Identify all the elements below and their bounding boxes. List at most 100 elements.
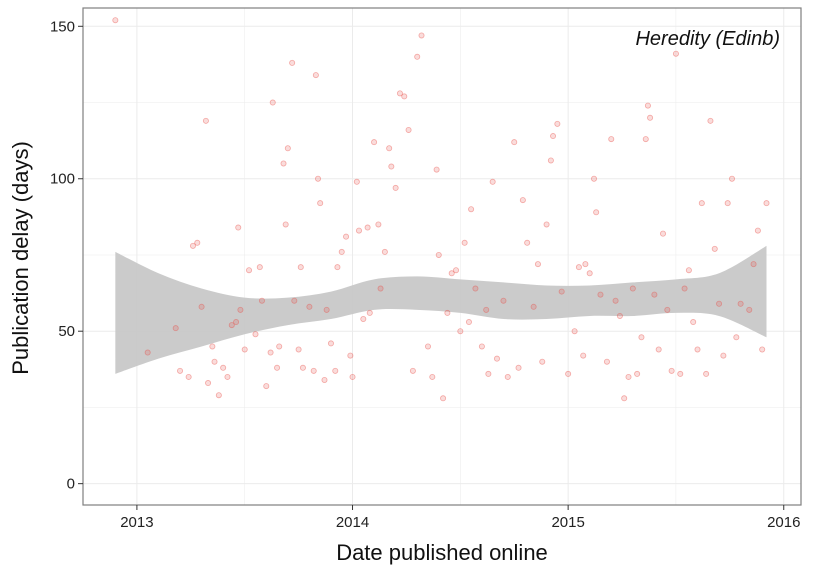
data-points <box>112 17 770 402</box>
y-axis-ticks: 0 50 100 150 <box>50 18 83 493</box>
data-point <box>252 331 259 338</box>
data-point <box>241 346 248 353</box>
data-point <box>530 303 537 310</box>
data-point <box>511 139 518 146</box>
panel-background <box>83 8 801 505</box>
data-point <box>558 288 565 295</box>
data-point <box>703 370 710 377</box>
data-point <box>215 392 222 399</box>
data-point <box>651 291 658 298</box>
data-point <box>284 145 291 152</box>
grid-lines <box>83 8 801 505</box>
data-point <box>698 200 705 207</box>
data-point <box>465 319 472 326</box>
data-point <box>515 364 522 371</box>
data-point <box>258 297 265 304</box>
data-point <box>539 358 546 365</box>
data-point <box>444 309 451 316</box>
data-point <box>672 50 679 57</box>
data-point <box>177 367 184 374</box>
data-point <box>543 221 550 228</box>
x-axis-ticks: 2013 2014 2015 2016 <box>120 505 800 531</box>
data-point <box>418 32 425 39</box>
data-point <box>310 367 317 374</box>
data-point <box>724 200 731 207</box>
data-point <box>644 102 651 109</box>
data-point <box>608 136 615 143</box>
data-point <box>237 306 244 313</box>
data-point <box>401 93 408 100</box>
data-point <box>144 349 151 356</box>
data-point <box>597 291 604 298</box>
data-point <box>593 209 600 216</box>
data-point <box>355 227 362 234</box>
data-point <box>424 343 431 350</box>
data-point <box>269 99 276 106</box>
data-point <box>711 245 718 252</box>
data-point <box>392 184 399 191</box>
data-point <box>235 224 242 231</box>
data-point <box>746 306 753 313</box>
data-point <box>668 367 675 374</box>
data-point <box>550 133 557 140</box>
x-axis-title: Date published online <box>336 540 548 565</box>
data-point <box>565 370 572 377</box>
y-tick-label: 0 <box>67 476 75 493</box>
data-point <box>377 285 384 292</box>
data-point <box>388 163 395 170</box>
data-point <box>396 90 403 97</box>
data-point <box>297 264 304 271</box>
data-point <box>580 352 587 359</box>
confidence-band <box>115 245 767 374</box>
data-point <box>621 395 628 402</box>
data-point <box>228 322 235 329</box>
data-point <box>737 300 744 307</box>
data-point <box>323 306 330 313</box>
data-point <box>291 297 298 304</box>
data-point <box>332 367 339 374</box>
data-point <box>312 72 319 79</box>
data-point <box>681 285 688 292</box>
data-point <box>575 264 582 271</box>
data-point <box>289 59 296 66</box>
data-point <box>440 395 447 402</box>
data-point <box>655 346 662 353</box>
data-point <box>625 373 632 380</box>
data-point <box>209 343 216 350</box>
data-point <box>733 334 740 341</box>
data-point <box>315 175 322 182</box>
x-tick-label: 2016 <box>767 514 800 531</box>
data-point <box>220 364 227 371</box>
data-point <box>690 319 697 326</box>
data-point <box>571 328 578 335</box>
data-point <box>381 248 388 255</box>
data-point <box>716 300 723 307</box>
y-tick-label: 100 <box>50 171 75 188</box>
data-point <box>353 178 360 185</box>
data-point <box>629 285 636 292</box>
data-point <box>554 120 561 127</box>
data-point <box>642 136 649 143</box>
data-point <box>664 306 671 313</box>
data-point <box>334 264 341 271</box>
data-point <box>347 352 354 359</box>
data-point <box>694 346 701 353</box>
data-point <box>750 261 757 268</box>
data-point <box>224 373 231 380</box>
data-point <box>267 349 274 356</box>
data-point <box>754 227 761 234</box>
data-point <box>194 239 201 246</box>
data-point <box>591 175 598 182</box>
data-point <box>202 117 209 124</box>
data-point <box>660 230 667 237</box>
data-point <box>729 175 736 182</box>
data-point <box>280 160 287 167</box>
data-point <box>246 267 253 274</box>
data-point <box>112 17 119 24</box>
data-point <box>327 340 334 347</box>
data-point <box>366 309 373 316</box>
data-point <box>295 346 302 353</box>
data-point <box>321 376 328 383</box>
data-point <box>205 380 212 387</box>
